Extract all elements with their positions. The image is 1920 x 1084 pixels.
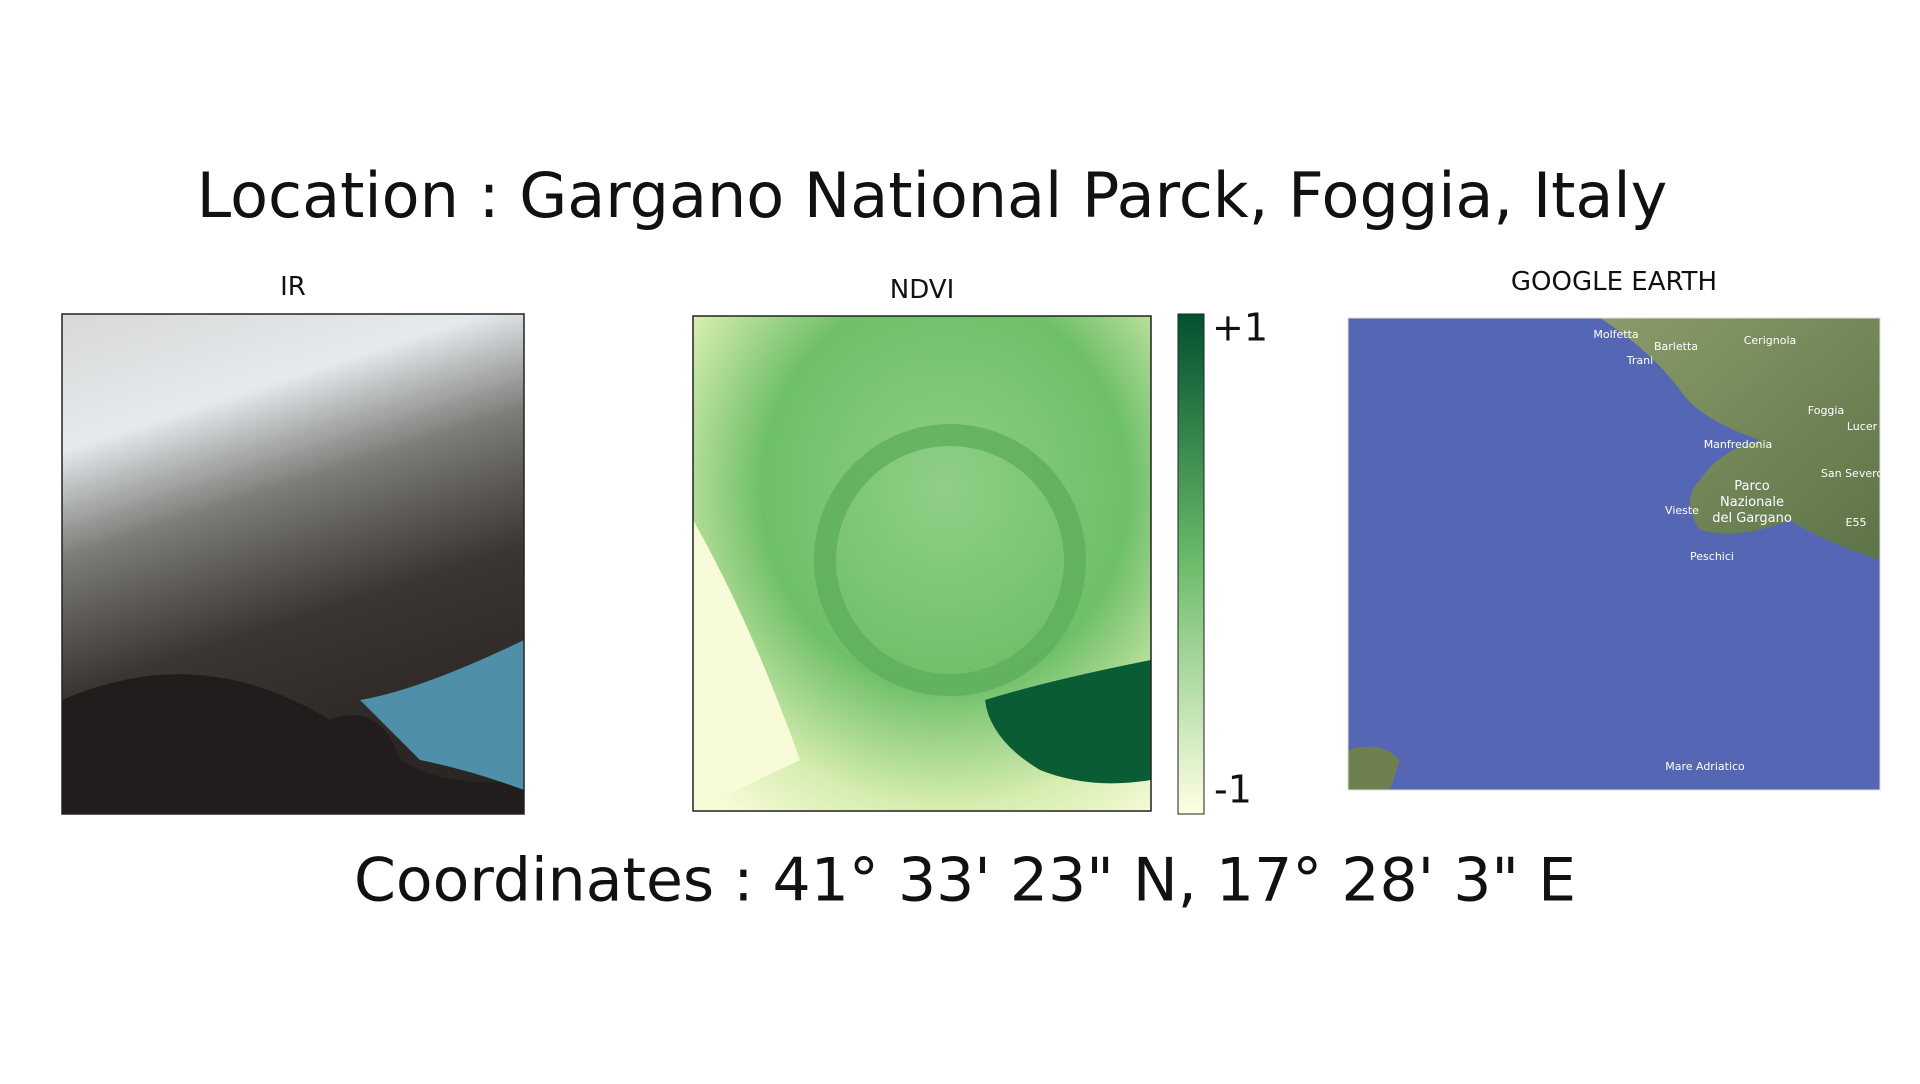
coordinates: Coordinates : 41° 33' 23" N, 17° 28' 3" … xyxy=(354,846,1576,916)
colorbar: +1 -1 xyxy=(1177,306,1268,815)
place-label: Cerignola xyxy=(1744,334,1797,347)
place-label: Foggia xyxy=(1808,404,1844,417)
place-label: San Severo xyxy=(1821,467,1883,480)
colorbar-label: -1 xyxy=(1214,768,1252,812)
ndvi-image xyxy=(692,315,1152,812)
place-label: Lucer xyxy=(1847,420,1878,433)
place-label: Parco xyxy=(1734,479,1769,494)
ir-image xyxy=(61,313,525,815)
place-label: Manfredonia xyxy=(1704,438,1773,451)
place-label: Vieste xyxy=(1665,504,1699,517)
place-label: Molfetta xyxy=(1593,328,1638,341)
place-label: del Gargano xyxy=(1712,511,1792,526)
place-label: Mare Adriatico xyxy=(1665,760,1745,773)
google-earth-image xyxy=(1347,317,1881,791)
panel-label: NDVI xyxy=(890,275,954,305)
colorbar-label: +1 xyxy=(1212,306,1268,350)
place-label: Barletta xyxy=(1654,340,1698,353)
map-labels: Molfetta Barletta Cerignola Trani FoggiaLuce… xyxy=(1593,328,1883,773)
place-label: Peschici xyxy=(1690,550,1734,563)
title: Location : Gargano National Parck, Foggi… xyxy=(197,159,1668,232)
place-label: E55 xyxy=(1846,516,1867,529)
panel-label: GOOGLE EARTH xyxy=(1511,267,1717,297)
place-label: Nazionale xyxy=(1720,495,1784,510)
place-label: Trani xyxy=(1626,354,1653,367)
panel-label: IR xyxy=(280,272,306,302)
